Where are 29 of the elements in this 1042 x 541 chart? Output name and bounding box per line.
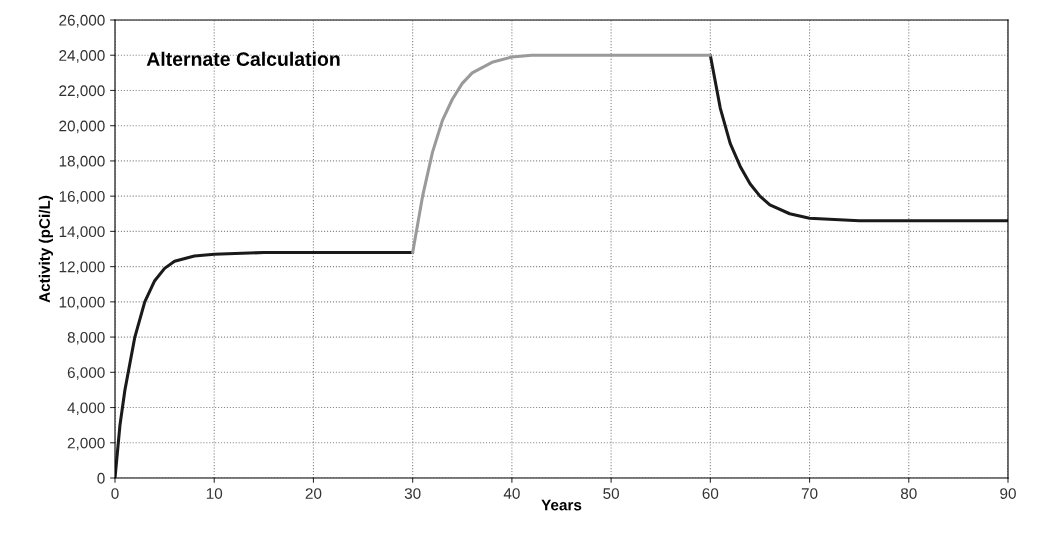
y-tick-label: 10,000 bbox=[59, 296, 105, 310]
x-tick-label: 10 bbox=[206, 488, 223, 499]
x-tick-label: 50 bbox=[603, 488, 620, 499]
y-tick-label: 2,000 bbox=[67, 437, 105, 451]
x-tick-label: 20 bbox=[305, 488, 322, 499]
line-series bbox=[708, 53, 1008, 223]
y-tick-label: 12,000 bbox=[59, 261, 105, 275]
y-tick-label: 26,000 bbox=[59, 14, 105, 28]
y-tick-label: 20,000 bbox=[59, 120, 105, 134]
y-axis-title: Activity (pCi/L) bbox=[38, 195, 53, 303]
x-axis-title: Years bbox=[541, 499, 582, 511]
y-tick-label: 24,000 bbox=[59, 50, 105, 63]
y-tick-label: 14,000 bbox=[59, 226, 105, 239]
y-tick-label: 8,000 bbox=[67, 331, 105, 345]
x-tick-label: 80 bbox=[900, 488, 917, 499]
x-tick-label: 40 bbox=[503, 488, 520, 499]
line-series bbox=[411, 53, 712, 255]
y-tick-label: 6,000 bbox=[67, 367, 105, 380]
x-tick-label: 30 bbox=[404, 488, 421, 499]
y-tick-label: 4,000 bbox=[67, 402, 105, 416]
x-tick-label: 60 bbox=[702, 488, 719, 499]
text: Alternate Calculation bbox=[146, 51, 340, 66]
y-tick-label: 0 bbox=[97, 472, 105, 484]
y-tick-label: 22,000 bbox=[59, 85, 105, 98]
x-tick-label: 90 bbox=[1000, 488, 1016, 499]
y-tick-label: 18,000 bbox=[59, 155, 105, 169]
x-tick-label: 0 bbox=[111, 488, 119, 499]
x-tick-label: 70 bbox=[801, 488, 818, 499]
y-tick-label: 16,000 bbox=[59, 191, 105, 204]
